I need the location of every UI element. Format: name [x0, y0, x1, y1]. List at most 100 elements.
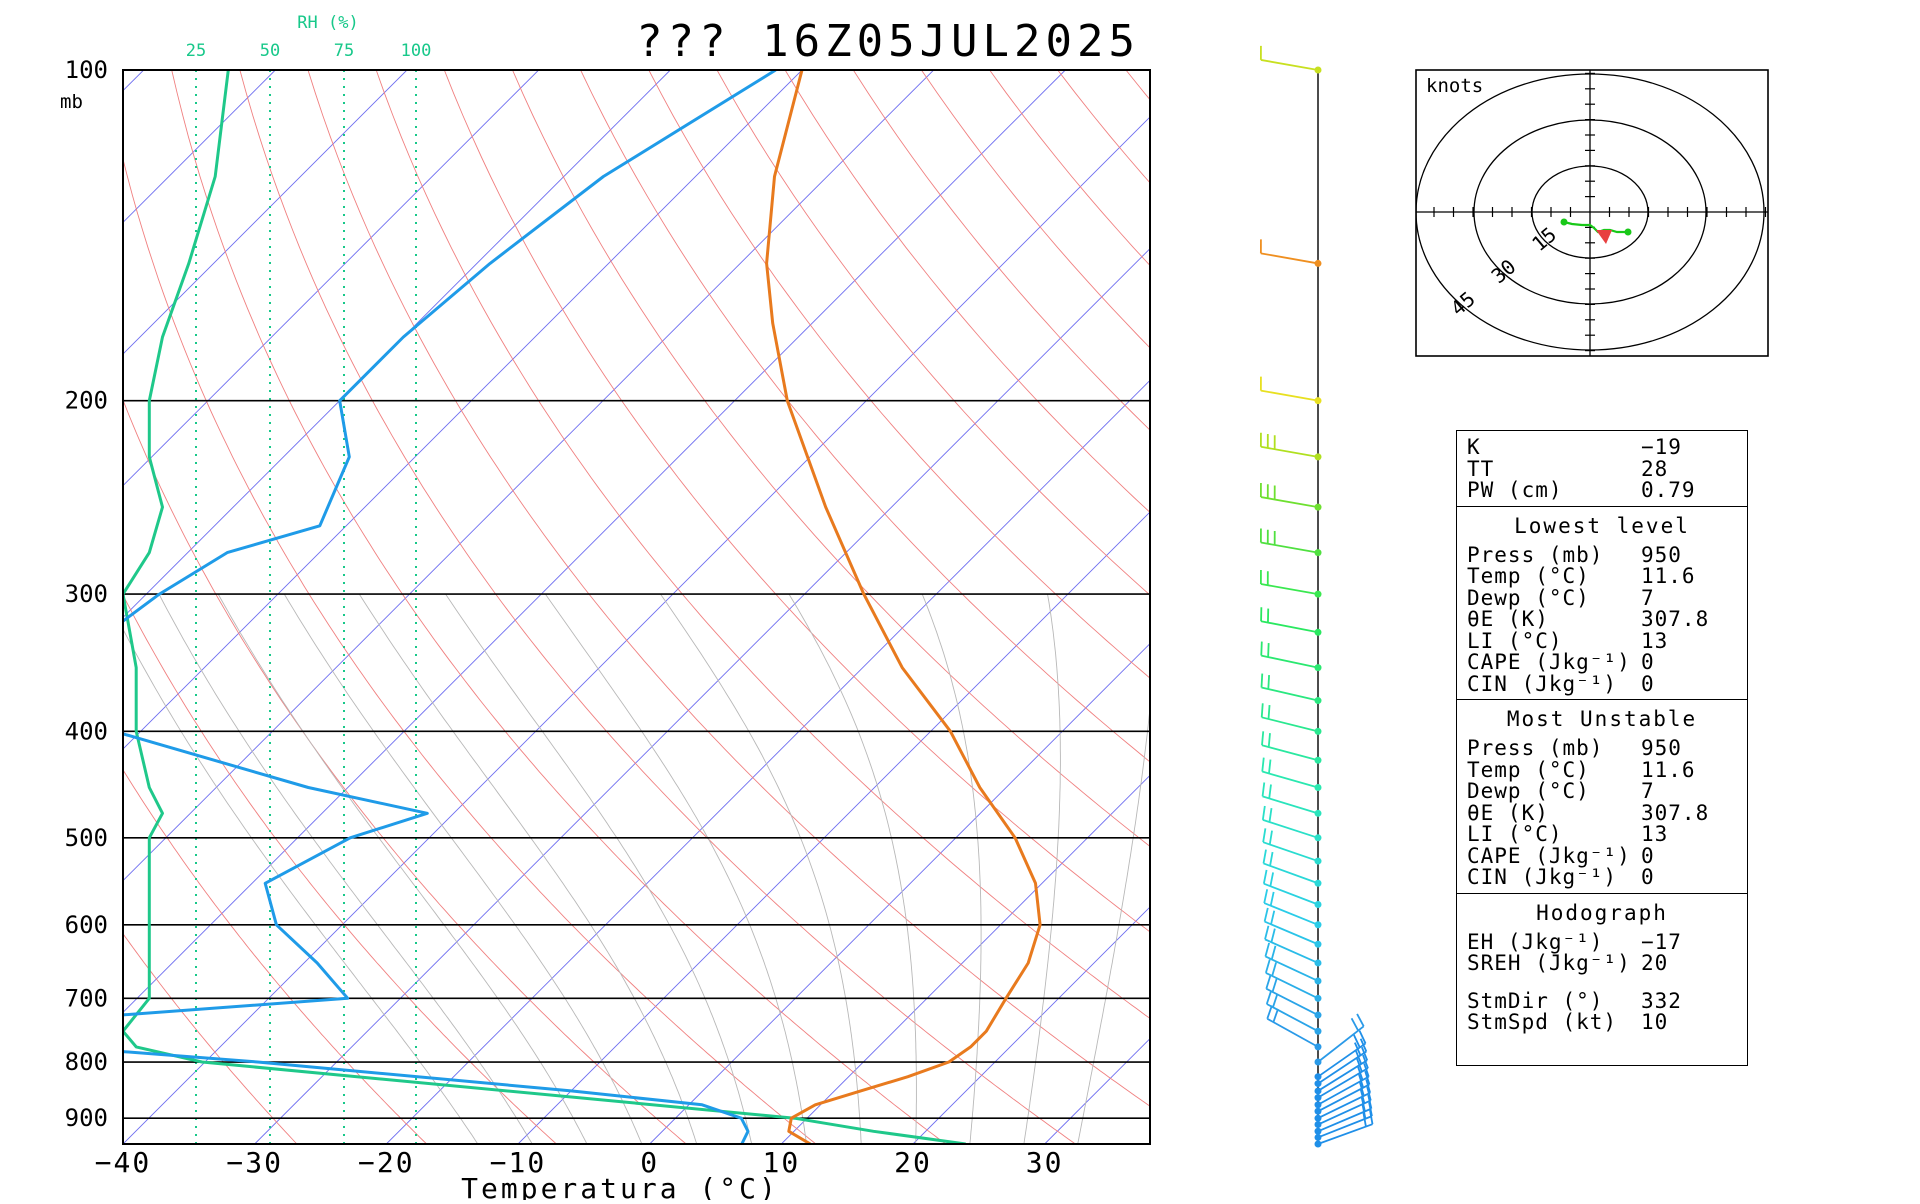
temperature-tick-label: −40 [95, 1146, 152, 1179]
index-row: K −19 [1467, 437, 1737, 459]
index-row: CIN (Jkg⁻¹) 0 [1467, 674, 1737, 696]
isotherm-line [0, 70, 407, 1144]
index-name: PW (cm) [1467, 480, 1563, 502]
index-row: PW (cm) 0.79 [1467, 480, 1737, 502]
pressure-tick-label: 100 [65, 56, 108, 84]
index-value: 950 [1641, 738, 1737, 760]
wind-barb [1262, 703, 1318, 731]
index-name: Temp (°C) [1467, 760, 1590, 782]
hodograph-trace-start [1561, 219, 1568, 226]
lowest-level-title: Lowest level [1467, 513, 1737, 539]
index-row: LI (°C) 13 [1467, 631, 1737, 653]
rh-axis-label: RH (%) [297, 13, 358, 33]
dry-adiabat-line [308, 70, 1205, 1144]
index-value: 950 [1641, 545, 1737, 567]
wind-barb [1261, 570, 1318, 594]
index-value: 307.8 [1641, 803, 1737, 825]
dewpoint-profile [0, 70, 776, 1144]
index-value: 0 [1641, 846, 1737, 868]
index-value: 0 [1641, 867, 1737, 889]
index-name: TT [1467, 459, 1494, 481]
wind-barb [1261, 607, 1318, 632]
index-row: θE (K) 307.8 [1467, 609, 1737, 631]
temperature-profile [767, 70, 1041, 1144]
index-name: LI (°C) [1467, 631, 1563, 653]
pressure-tick-label: 200 [65, 387, 108, 415]
pressure-tick-label: 700 [65, 984, 108, 1012]
index-value: 0 [1641, 652, 1737, 674]
index-name: StmSpd (kt) [1467, 1012, 1617, 1034]
wind-barb [1261, 46, 1318, 70]
index-name: Temp (°C) [1467, 566, 1590, 588]
index-value: 10 [1641, 1012, 1737, 1034]
index-value: 20 [1641, 953, 1737, 975]
index-name: CIN (Jkg⁻¹) [1467, 674, 1617, 696]
isotherm-line [0, 70, 12, 1144]
index-name: K [1467, 437, 1481, 459]
index-name: SREH (Jkg⁻¹) [1467, 953, 1631, 975]
index-name: LI (°C) [1467, 824, 1563, 846]
wind-barb [1262, 731, 1318, 760]
dry-adiabat-line [172, 70, 946, 1144]
temperature-tick-label: −20 [358, 1146, 415, 1179]
index-value: 11.6 [1641, 566, 1737, 588]
wind-barb [1262, 758, 1318, 788]
hodograph-units-label: knots [1426, 75, 1483, 97]
index-value: 13 [1641, 824, 1737, 846]
dry-adiabat-line [104, 70, 816, 1144]
pressure-tick-label: 500 [65, 824, 108, 852]
index-row: StmSpd (kt) 10 [1467, 1012, 1737, 1034]
index-name: CAPE (Jkg⁻¹) [1467, 846, 1631, 868]
pressure-tick-label: 800 [65, 1048, 108, 1076]
x-axis-label: Temperatura (°C) [461, 1172, 779, 1200]
index-name: Dewp (°C) [1467, 588, 1590, 610]
temperature-tick-label: −30 [226, 1146, 283, 1179]
index-value: 13 [1641, 631, 1737, 653]
index-name: Press (mb) [1467, 545, 1603, 567]
pressure-tick-label: 900 [65, 1104, 108, 1132]
isotherm-line [0, 70, 275, 1144]
y-axis-unit: mb [60, 91, 83, 113]
index-row: EH (Jkg⁻¹)−17 [1467, 932, 1737, 954]
pressure-tick-label: 400 [65, 717, 108, 745]
index-value: −17 [1641, 932, 1737, 954]
rh-tick-label: 75 [334, 41, 354, 61]
index-name: CIN (Jkg⁻¹) [1467, 867, 1617, 889]
index-value: 307.8 [1641, 609, 1737, 631]
wind-barb-profile [1261, 46, 1373, 1148]
isotherm-line [123, 70, 1197, 1144]
index-row: Dewp (°C)7 [1467, 588, 1737, 610]
index-value: 7 [1641, 781, 1737, 803]
temperature-tick-label: 30 [1026, 1146, 1064, 1179]
rh-tick-label: 25 [186, 41, 206, 61]
pressure-tick-label: 600 [65, 911, 108, 939]
wind-barb [1261, 642, 1318, 668]
wind-barb [1261, 239, 1318, 263]
index-name: StmDir (°) [1467, 991, 1603, 1013]
index-row: CIN (Jkg⁻¹) 0 [1467, 867, 1737, 889]
index-name: CAPE (Jkg⁻¹) [1467, 652, 1631, 674]
wind-barb [1261, 483, 1318, 507]
index-row: θE (K)307.8 [1467, 803, 1737, 825]
dry-adiabat-line [444, 70, 1464, 1144]
index-name: Dewp (°C) [1467, 781, 1590, 803]
wind-barb [1261, 674, 1318, 701]
hodograph-trace-end [1625, 229, 1632, 236]
wind-barb [1261, 377, 1318, 401]
index-row: CAPE (Jkg⁻¹) 0 [1467, 652, 1737, 674]
index-value: −19 [1641, 437, 1737, 459]
isotherm-line [386, 70, 1460, 1144]
index-row: CAPE (Jkg⁻¹) 0 [1467, 846, 1737, 868]
temperature-tick-label: 20 [894, 1146, 932, 1179]
index-value: 0 [1641, 674, 1737, 696]
index-name: θE (K) [1467, 609, 1549, 631]
dry-adiabat-line [376, 70, 1335, 1144]
isotherm-line [0, 70, 802, 1144]
rh-tick-label: 100 [401, 41, 432, 61]
index-value: 0.79 [1641, 480, 1737, 502]
